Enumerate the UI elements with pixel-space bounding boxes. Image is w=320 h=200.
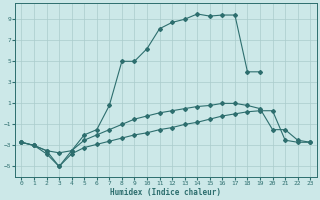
X-axis label: Humidex (Indice chaleur): Humidex (Indice chaleur): [110, 188, 221, 197]
